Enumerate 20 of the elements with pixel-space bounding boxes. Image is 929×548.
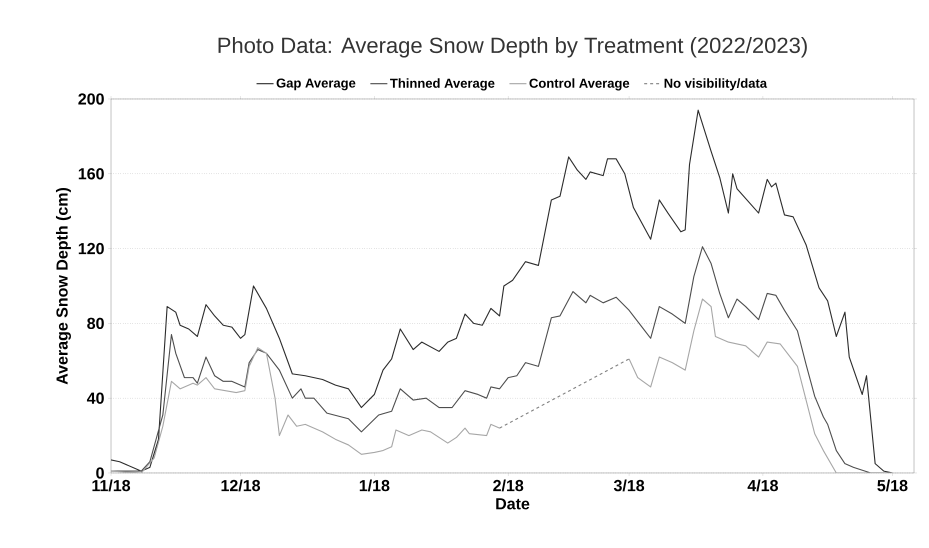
y-tick-label: 200 bbox=[78, 93, 104, 105]
chart-title: Photo Data: Average Snow Depth by Treatment (2022/2023) bbox=[218, 36, 807, 58]
y-tick-label: 160 bbox=[78, 168, 104, 180]
x-tick-label: 5/18 bbox=[877, 480, 908, 492]
legend-label: Thinned Average bbox=[390, 78, 494, 90]
y-tick-label: 40 bbox=[86, 392, 104, 404]
legend-label: No visibility/data bbox=[664, 78, 768, 90]
y-tick-label: 0 bbox=[96, 467, 104, 479]
x-tick-label: 12/18 bbox=[222, 480, 260, 492]
x-tick-label: 2/18 bbox=[493, 480, 524, 492]
legend-label: Control Average bbox=[530, 78, 630, 90]
x-tick-label: 11/18 bbox=[92, 480, 130, 492]
legend-label: Gap Average bbox=[276, 78, 356, 90]
y-tick-label: 120 bbox=[78, 242, 104, 254]
x-tick-label: 4/18 bbox=[748, 480, 778, 492]
x-tick-label: 1/18 bbox=[360, 480, 390, 492]
y-axis-title: Average Snow Depth (cm) bbox=[56, 188, 71, 384]
y-tick-label: 80 bbox=[87, 318, 104, 330]
x-tick-label: 3/18 bbox=[614, 480, 644, 492]
x-axis-title: Date bbox=[496, 498, 530, 510]
